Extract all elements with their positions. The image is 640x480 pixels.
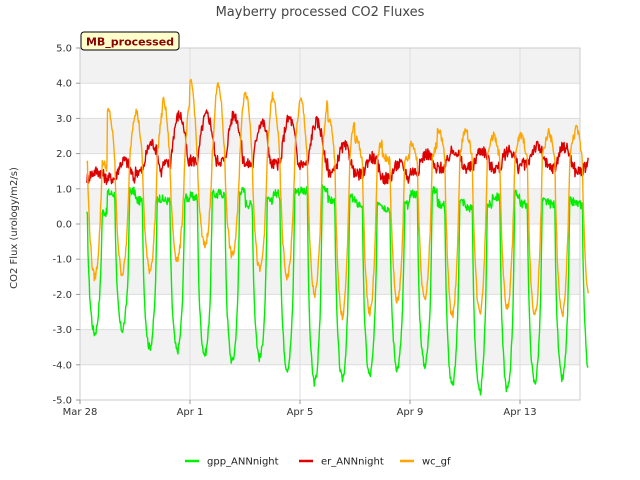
plot-band <box>80 259 580 295</box>
x-tick-label: Mar 28 <box>63 407 98 418</box>
y-tick-label: 1.0 <box>56 184 72 195</box>
plot-band <box>80 224 580 260</box>
badge: MB_processed <box>80 31 180 51</box>
plot-band <box>80 48 580 84</box>
x-tick-label: Apr 9 <box>397 407 424 418</box>
y-tick-label: 0.0 <box>56 220 72 231</box>
y-axis-label: CO2 Flux (urology/m2/s) <box>9 167 20 289</box>
series-line-gpp_ANNnight <box>86 184 589 396</box>
x-tick-label: Apr 13 <box>503 407 536 418</box>
y-tick-label: -2.0 <box>52 290 72 301</box>
plot-band <box>80 364 580 400</box>
x-tick-label: Apr 5 <box>287 407 314 418</box>
legend: gpp_ANNnight er_ANNnight wc_gf <box>185 457 451 468</box>
y-tick-label: -5.0 <box>52 396 72 407</box>
plot-band <box>80 294 580 330</box>
legend-label: gpp_ANNnight <box>207 457 279 468</box>
y-tick-label: 3.0 <box>56 114 72 125</box>
series-layer <box>86 78 589 396</box>
legend-label: er_ANNnight <box>321 457 384 468</box>
plot-band <box>80 329 580 365</box>
y-tick-label: -3.0 <box>52 325 72 336</box>
badge-box <box>80 31 180 51</box>
y-tick-label: -4.0 <box>52 360 72 371</box>
x-axis-ticks: Mar 28 Apr 1 Apr 5 Apr 9 Apr 13 <box>63 400 537 418</box>
x-tick-label: Apr 1 <box>177 407 204 418</box>
plot-band <box>80 118 580 154</box>
badge-label: MB_processed <box>86 36 174 49</box>
y-tick-label: -1.0 <box>52 255 72 266</box>
series-line-wc_gf <box>86 78 589 321</box>
y-tick-label: 4.0 <box>56 79 72 90</box>
y-tick-label: 5.0 <box>56 44 72 55</box>
y-axis-ticks: 5.0 4.0 3.0 2.0 1.0 0.0 -1.0 -2.0 -3.0 -4.0 -5.0 <box>52 44 80 407</box>
chart-title: Mayberry processed CO2 Fluxes <box>216 5 425 20</box>
plot-band <box>80 83 580 119</box>
y-tick-label: 2.0 <box>56 149 72 160</box>
legend-label: wc_gf <box>422 457 451 468</box>
